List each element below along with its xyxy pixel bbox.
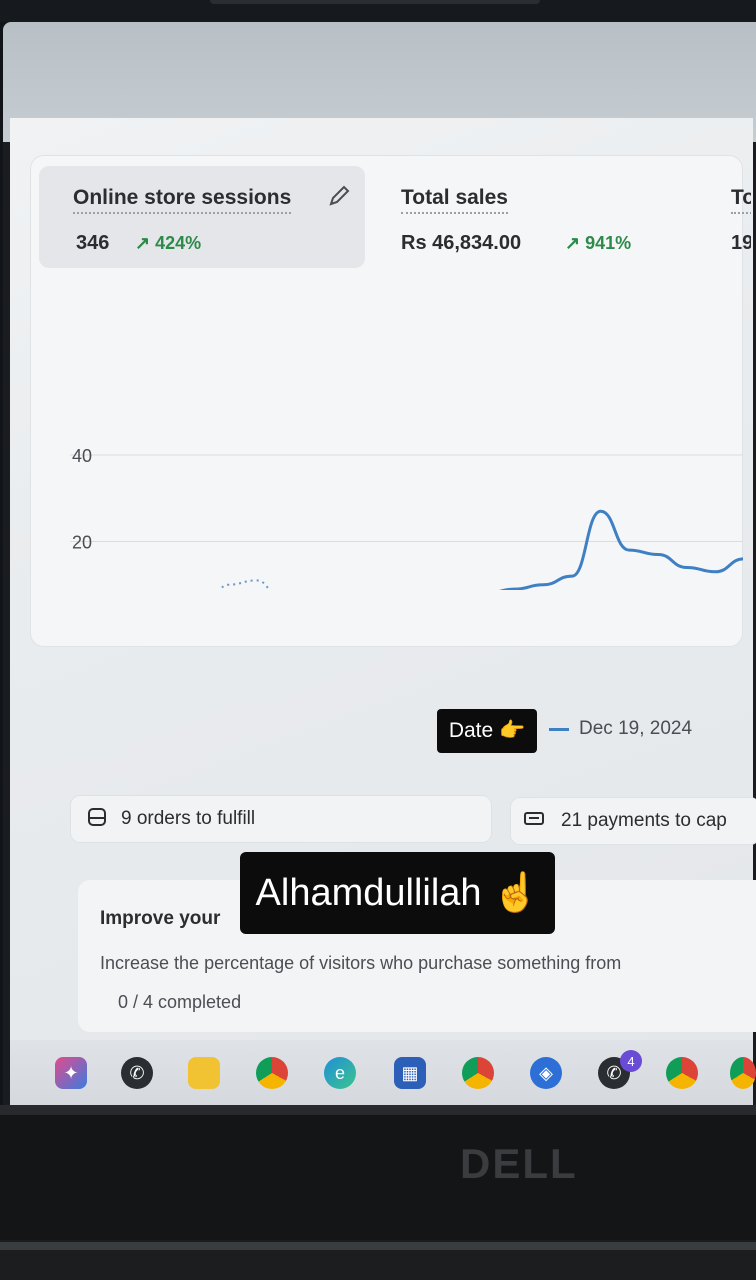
chrome-icon[interactable] [666,1057,698,1089]
metric-sales-label: Total sales [401,186,508,214]
orders-to-fulfill-button[interactable]: 9 orders to fulfill [70,795,492,843]
notification-badge: 4 [620,1050,642,1072]
caption-sticker: Alhamdullilah ☝️ [240,852,555,934]
date-sticker: Date 👉 [437,709,537,753]
metric-third[interactable]: To 19 [721,156,751,268]
status-bar [0,0,756,22]
legend-current-swatch [549,728,569,731]
improve-description: Increase the percentage of visitors who … [100,953,622,973]
y-tick-label: 20 [72,533,92,553]
metric-sessions-label: Online store sessions [73,186,292,214]
metric-sessions-change-value: 424% [155,233,202,253]
analytics-card: Online store sessions 346 ↗ 424% Total s… [30,155,751,647]
chrome-remote-icon[interactable]: ◈ [530,1057,562,1089]
chrome-icon[interactable] [462,1057,494,1089]
series-line-current [499,509,743,590]
y-tick-label: 40 [72,446,92,466]
metric-sales-value: Rs 46,834.00 [401,232,522,254]
chrome-icon[interactable] [256,1057,288,1089]
pencil-icon[interactable] [327,184,351,214]
metric-sessions[interactable]: Online store sessions 346 ↗ 424% [39,166,365,268]
store-icon[interactable]: ▦ [394,1057,426,1089]
metric-sessions-change: ↗ 424% [135,233,201,254]
trend-up-icon: ↗ [565,233,581,253]
metric-sessions-value: 346 [76,232,110,254]
edge-icon[interactable]: e [324,1057,356,1089]
sessions-chart: 02040 12:00 AM3:00 AM6:00 AM9:00 AM12 [70,446,743,590]
inbox-icon [87,807,107,832]
metric-third-label: To [731,186,751,214]
metric-sales[interactable]: Total sales Rs 46,834.00 ↗ 941% [383,156,703,268]
improve-title: Improve your [100,908,221,929]
metric-sales-change-value: 941% [585,233,632,253]
legend-current-label: Dec 19, 2024 [579,718,693,739]
whatsapp-icon[interactable]: ✆ [121,1057,153,1089]
improve-progress: 0 / 4 completed [118,992,242,1012]
metric-third-value: 19 [731,232,751,254]
laptop-hinge [0,1105,756,1115]
metric-sales-change: ↗ 941% [565,233,631,254]
payments-label: 21 payments to cap [561,810,727,831]
improve-conversion-card[interactable]: Improve your Increase the percentage of … [78,880,756,1032]
chrome-icon[interactable] [730,1057,756,1089]
copilot-icon[interactable]: ✦ [55,1057,87,1089]
orders-label: 9 orders to fulfill [121,808,256,829]
trend-up-icon: ↗ [135,233,151,253]
payments-to-capture-button[interactable]: 21 payments to cap [510,797,756,845]
series-line-previous [218,579,271,590]
file-explorer-icon[interactable] [188,1057,220,1089]
dell-logo: DELL [460,1140,578,1187]
laptop-edge-strip [0,1242,756,1250]
cash-icon [523,810,547,833]
camera-notch [210,0,540,4]
